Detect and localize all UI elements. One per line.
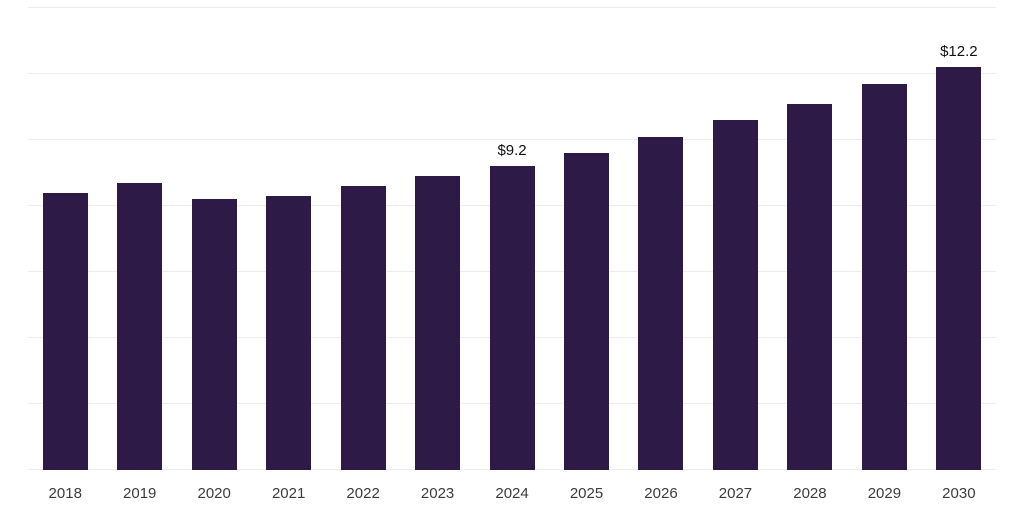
x-axis-label-2020: 2020 xyxy=(197,484,231,502)
bar-column-2028 xyxy=(773,8,847,470)
bar-column-2019 xyxy=(102,8,176,470)
bar-2020 xyxy=(191,199,237,470)
bar-column-2018 xyxy=(28,8,102,470)
bar-column-2023 xyxy=(400,8,474,470)
gridline-10 xyxy=(28,139,996,140)
x-axis-label-2026: 2026 xyxy=(644,484,678,502)
x-axis-label-2027: 2027 xyxy=(718,484,753,502)
bar-2024 xyxy=(489,166,535,470)
gridline-12 xyxy=(28,73,996,74)
bar-2026 xyxy=(638,136,684,470)
bar-column-2025 xyxy=(549,8,623,470)
bar-value-label-2024: $9.2 xyxy=(497,142,527,160)
bar-2019 xyxy=(117,182,163,470)
bar-2029 xyxy=(861,83,907,470)
bar-2021 xyxy=(266,196,312,470)
bar-2030 xyxy=(936,67,982,470)
bar-2028 xyxy=(787,103,833,470)
bar-column-2027 xyxy=(698,8,772,470)
bar-column-2020 xyxy=(177,8,251,470)
gridline-14 xyxy=(28,7,996,8)
x-axis-label-2030: 2030 xyxy=(942,484,976,502)
bar-2023 xyxy=(415,176,461,470)
x-axis-label-2028: 2028 xyxy=(793,484,827,502)
x-axis-label-2024: 2024 xyxy=(495,484,529,502)
bar-2025 xyxy=(564,153,610,470)
x-axis-label-2023: 2023 xyxy=(420,484,455,502)
x-axis-label-2021: 2021 xyxy=(271,484,306,502)
x-axis-label-2025: 2025 xyxy=(569,484,604,502)
bar-column-2026 xyxy=(624,8,698,470)
bars: $9.2 $12.2 xyxy=(28,8,996,470)
bar-column-2029 xyxy=(847,8,921,470)
bar-column-2021 xyxy=(251,8,325,470)
bar-2018 xyxy=(42,192,88,470)
bar-2022 xyxy=(340,186,386,470)
x-axis-label-2019: 2019 xyxy=(123,484,157,502)
plot-area: $9.2 $12.2 xyxy=(28,7,996,470)
x-axis-label-2018: 2018 xyxy=(48,484,82,502)
x-axis: 2018 2019 2020 2021 2022 2023 2024 2025 2026 2027… xyxy=(28,478,996,508)
bar-value-label-2030: $12.2 xyxy=(940,43,978,61)
bar-2027 xyxy=(712,120,758,470)
bar-column-2022 xyxy=(326,8,400,470)
x-axis-label-2022: 2022 xyxy=(346,484,380,502)
bar-column-2030: $12.2 xyxy=(922,8,996,470)
bar-column-2024: $9.2 xyxy=(475,8,549,470)
x-axis-label-2029: 2029 xyxy=(867,484,902,502)
